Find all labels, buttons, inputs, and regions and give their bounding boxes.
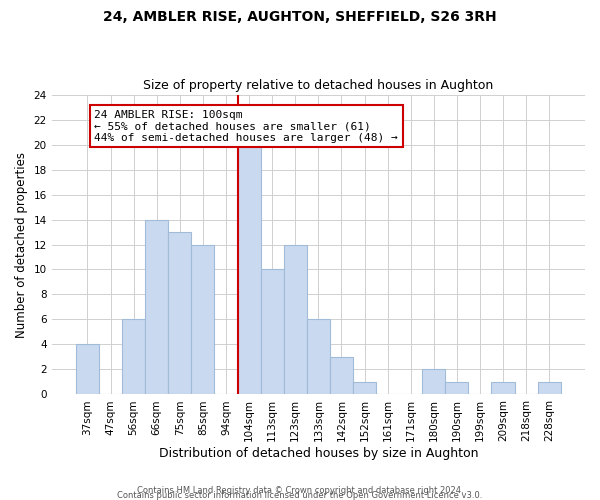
Text: Contains HM Land Registry data © Crown copyright and database right 2024.: Contains HM Land Registry data © Crown c… [137,486,463,495]
Bar [168,232,191,394]
Bar [238,144,260,394]
Bar [145,220,168,394]
Bar [422,370,445,394]
Title: Size of property relative to detached houses in Aughton: Size of property relative to detached ho… [143,79,493,92]
Bar [284,244,307,394]
Text: Contains public sector information licensed under the Open Government Licence v3: Contains public sector information licen… [118,490,482,500]
Bar [260,270,284,394]
Bar [445,382,469,394]
Text: 24 AMBLER RISE: 100sqm
← 55% of detached houses are smaller (61)
44% of semi-det: 24 AMBLER RISE: 100sqm ← 55% of detached… [94,110,398,143]
Bar [353,382,376,394]
Bar [307,320,330,394]
Bar [191,244,214,394]
Bar [491,382,515,394]
Bar [122,320,145,394]
Bar [76,344,99,395]
Bar [330,357,353,395]
Text: 24, AMBLER RISE, AUGHTON, SHEFFIELD, S26 3RH: 24, AMBLER RISE, AUGHTON, SHEFFIELD, S26… [103,10,497,24]
X-axis label: Distribution of detached houses by size in Aughton: Distribution of detached houses by size … [158,447,478,460]
Y-axis label: Number of detached properties: Number of detached properties [15,152,28,338]
Bar [538,382,561,394]
